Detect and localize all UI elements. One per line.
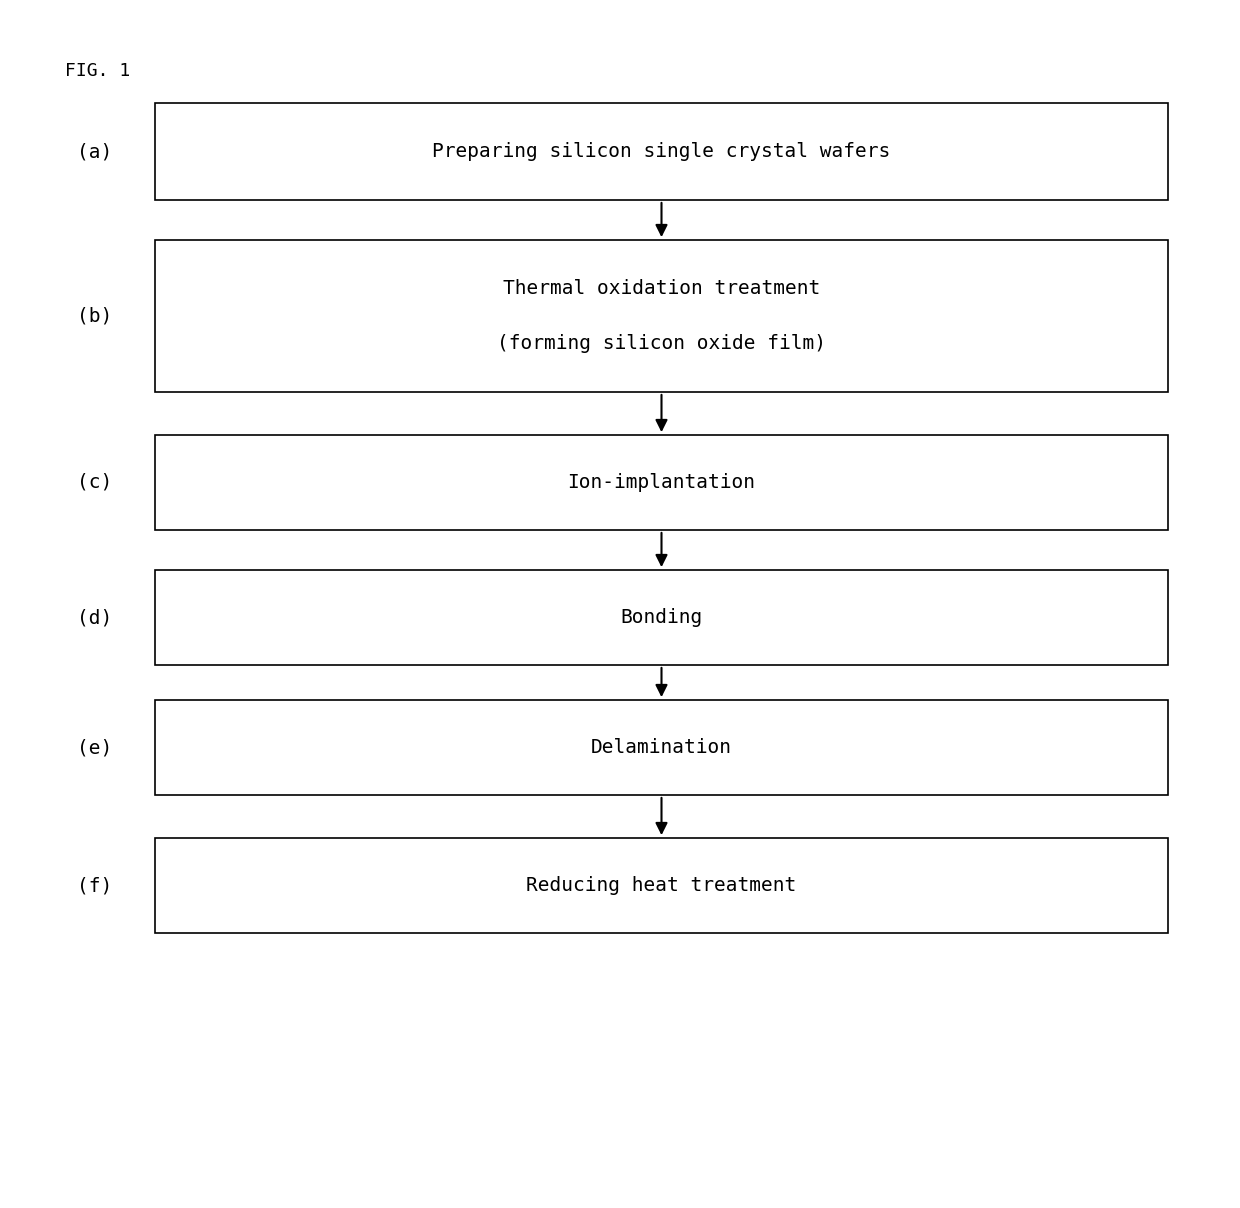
- Text: Thermal oxidation treatment: Thermal oxidation treatment: [503, 279, 820, 298]
- Bar: [155, 838, 1168, 933]
- Bar: [155, 103, 1168, 201]
- Text: (c): (c): [77, 474, 113, 492]
- Bar: [155, 435, 1168, 530]
- Text: Reducing heat treatment: Reducing heat treatment: [526, 876, 796, 895]
- Bar: [155, 699, 1168, 795]
- Text: Bonding: Bonding: [620, 608, 703, 627]
- Bar: [155, 240, 1168, 393]
- Text: (a): (a): [77, 143, 113, 161]
- Text: (forming silicon oxide film): (forming silicon oxide film): [497, 333, 826, 353]
- Text: (f): (f): [77, 876, 113, 895]
- Bar: [155, 570, 1168, 664]
- Text: FIG. 1: FIG. 1: [64, 62, 130, 80]
- Text: Delamination: Delamination: [591, 738, 732, 757]
- Text: (e): (e): [77, 738, 113, 757]
- Text: Preparing silicon single crystal wafers: Preparing silicon single crystal wafers: [433, 143, 890, 161]
- Text: (d): (d): [77, 608, 113, 627]
- Text: Ion-implantation: Ion-implantation: [568, 474, 755, 492]
- Text: (b): (b): [77, 307, 113, 325]
